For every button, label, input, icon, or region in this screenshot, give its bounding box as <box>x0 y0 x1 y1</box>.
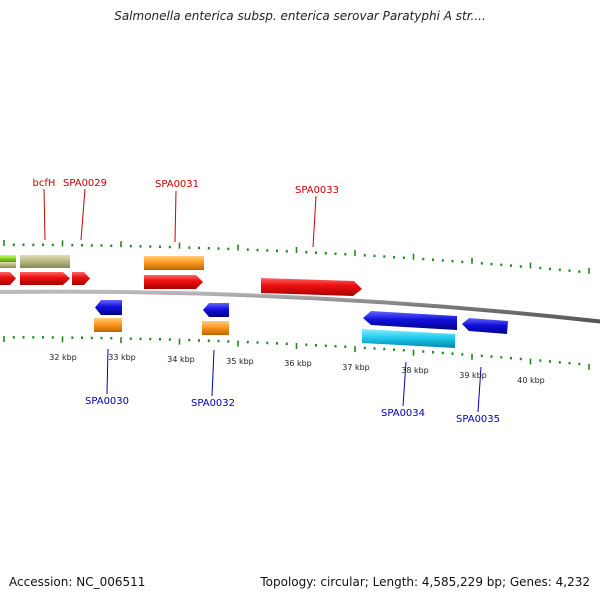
scale-label: 39 kbp <box>459 371 487 380</box>
gene-label-spa0032[interactable]: SPA0032 <box>191 398 235 409</box>
gene-label-spa0030[interactable]: SPA0030 <box>85 396 129 407</box>
gene-feature-spa0034[interactable] <box>362 329 455 348</box>
cds-feature-spa0030[interactable] <box>95 300 122 315</box>
gene-feature[interactable] <box>0 262 16 268</box>
gene-feature-bcfh[interactable] <box>20 255 70 268</box>
gene-label-spa0035[interactable]: SPA0035 <box>456 414 500 425</box>
gene-label-spa0033[interactable]: SPA0033 <box>295 185 339 196</box>
scale-labels: 32 kbp 33 kbp 34 kbp 35 kbp 36 kbp 37 kb… <box>49 353 545 385</box>
cds-feature-spa0034[interactable] <box>363 311 457 330</box>
cds-feature-spa0035[interactable] <box>462 318 508 334</box>
topology-text: Topology: circular; Length: 4,585,229 bp… <box>260 575 590 589</box>
gene-feature-spa0030[interactable] <box>94 318 122 332</box>
gene-label-spa0031[interactable]: SPA0031 <box>155 179 199 190</box>
scale-label: 40 kbp <box>517 376 545 385</box>
genome-title: Salmonella enterica subsp. enterica sero… <box>114 9 486 23</box>
gene-feature[interactable] <box>0 255 16 262</box>
cds-feature-bcfh[interactable] <box>20 272 70 285</box>
genome-backbone <box>0 289 600 324</box>
scale-label: 35 kbp <box>226 357 254 366</box>
gene-label-bcfh[interactable]: bcfH <box>33 178 56 189</box>
cds-feature[interactable] <box>0 272 16 285</box>
scale-label: 38 kbp <box>401 366 429 375</box>
cds-feature-spa0029[interactable] <box>72 272 90 285</box>
gene-feature-spa0032[interactable] <box>202 321 229 335</box>
gene-label-spa0029[interactable]: SPA0029 <box>63 178 107 189</box>
gene-feature-spa0031[interactable] <box>144 256 204 270</box>
reverse-features <box>94 300 508 348</box>
scale-label: 33 kbp <box>108 353 136 362</box>
reverse-gene-labels: SPA0030 SPA0032 SPA0034 SPA0035 <box>85 396 500 425</box>
gene-label-spa0034[interactable]: SPA0034 <box>381 408 425 419</box>
forward-tick-ruler <box>3 240 590 274</box>
reverse-tick-ruler <box>3 336 590 370</box>
forward-features <box>0 255 362 296</box>
cds-feature-spa0032[interactable] <box>203 303 229 317</box>
scale-label: 32 kbp <box>49 353 77 362</box>
reverse-label-leaders <box>106 348 482 413</box>
cds-feature-spa0031[interactable] <box>144 275 203 289</box>
scale-label: 34 kbp <box>167 355 195 364</box>
scale-label: 36 kbp <box>284 359 312 368</box>
scale-label: 37 kbp <box>342 363 370 372</box>
forward-gene-labels: bcfH SPA0029 SPA0031 SPA0033 <box>33 178 339 196</box>
accession-text: Accession: NC_006511 <box>9 575 146 589</box>
cds-feature-spa0033[interactable] <box>261 278 362 296</box>
forward-label-leaders <box>43 188 317 248</box>
